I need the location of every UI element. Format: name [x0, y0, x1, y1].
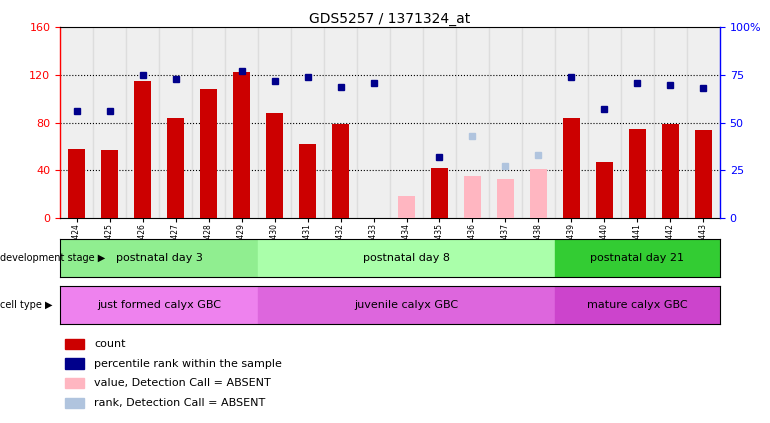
Bar	[159, 27, 192, 218]
Bar	[324, 27, 357, 218]
Bar	[258, 286, 555, 324]
Bar	[200, 89, 217, 218]
Bar	[555, 27, 588, 218]
Bar	[102, 150, 118, 218]
Bar	[563, 118, 580, 218]
Bar	[531, 169, 547, 218]
Bar	[497, 179, 514, 218]
Text: postnatal day 8: postnatal day 8	[363, 253, 450, 263]
Bar	[423, 27, 456, 218]
Bar	[60, 239, 258, 277]
Bar	[621, 27, 654, 218]
Bar	[126, 27, 159, 218]
Bar	[489, 27, 522, 218]
Bar	[596, 162, 613, 218]
Bar	[456, 27, 489, 218]
Bar	[266, 113, 283, 218]
Text: rank, Detection Call = ABSENT: rank, Detection Call = ABSENT	[95, 398, 266, 408]
Bar	[357, 27, 390, 218]
Bar	[588, 27, 621, 218]
Text: value, Detection Call = ABSENT: value, Detection Call = ABSENT	[95, 378, 271, 388]
Bar	[300, 144, 316, 218]
Bar	[291, 27, 324, 218]
Text: just formed calyx GBC: just formed calyx GBC	[97, 299, 221, 310]
Text: juvenile calyx GBC: juvenile calyx GBC	[354, 299, 459, 310]
Bar	[192, 27, 225, 218]
Text: count: count	[95, 339, 126, 349]
Bar	[60, 27, 93, 218]
Bar	[390, 27, 423, 218]
Bar	[555, 239, 720, 277]
Bar	[464, 176, 480, 218]
Bar	[555, 286, 720, 324]
Bar	[333, 124, 349, 218]
Title: GDS5257 / 1371324_at: GDS5257 / 1371324_at	[310, 12, 470, 27]
Bar	[629, 129, 646, 218]
Bar	[225, 27, 258, 218]
Bar	[69, 149, 85, 218]
Bar	[60, 286, 258, 324]
Bar	[65, 339, 84, 349]
Bar	[654, 27, 687, 218]
Text: postnatal day 21: postnatal day 21	[591, 253, 685, 263]
Bar	[233, 71, 249, 218]
Text: mature calyx GBC: mature calyx GBC	[588, 299, 688, 310]
Text: percentile rank within the sample: percentile rank within the sample	[95, 359, 283, 368]
Bar	[134, 81, 151, 218]
Text: cell type ▶: cell type ▶	[0, 299, 52, 310]
Bar	[398, 196, 415, 218]
Bar	[662, 124, 678, 218]
Bar	[522, 27, 555, 218]
Bar	[258, 239, 555, 277]
Bar	[65, 358, 84, 368]
Bar	[695, 130, 711, 218]
Bar	[431, 168, 447, 218]
Text: development stage ▶: development stage ▶	[0, 253, 105, 263]
Bar	[687, 27, 720, 218]
Bar	[65, 398, 84, 408]
Bar	[258, 27, 291, 218]
Bar	[167, 118, 184, 218]
Bar	[93, 27, 126, 218]
Text: postnatal day 3: postnatal day 3	[116, 253, 203, 263]
Bar	[65, 378, 84, 388]
